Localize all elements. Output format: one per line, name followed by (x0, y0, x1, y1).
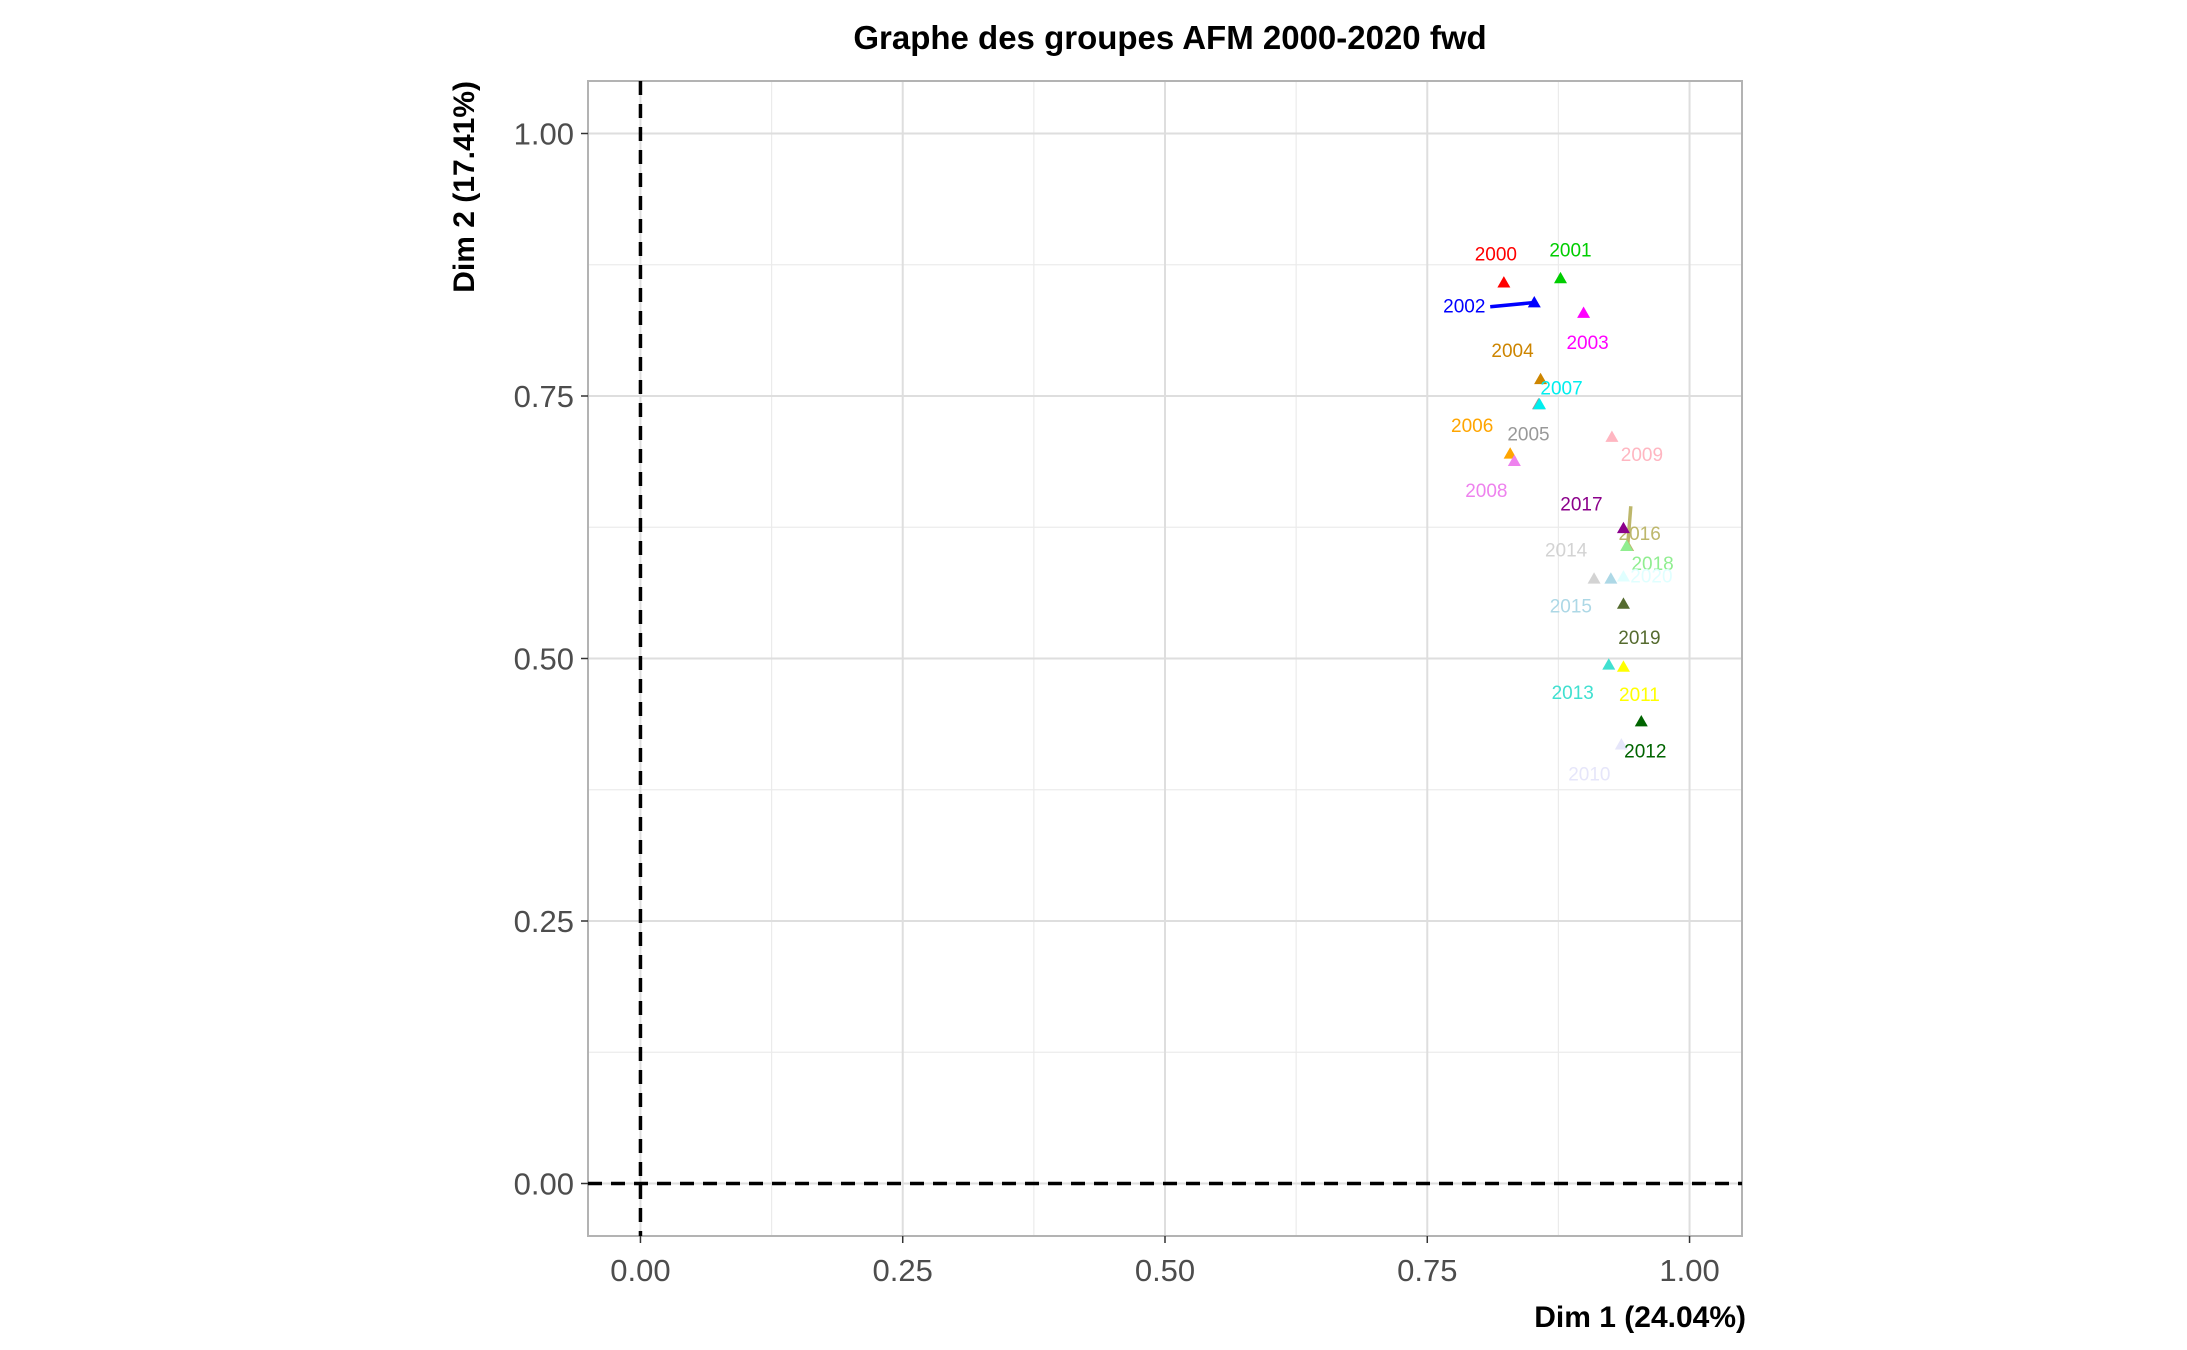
point-marker-2008 (1507, 454, 1521, 466)
point-marker-2002 (1527, 296, 1541, 308)
point-marker-2018 (1620, 539, 1634, 552)
x-tick-label: 0.25 (873, 1253, 933, 1288)
points-layer: 2000 2001 2002 2003 2004 2005 2006 2007 2008 2009… (1443, 240, 1674, 785)
point-label-2000: 2000 (1475, 245, 1517, 266)
point-segment-2016 (1625, 506, 1633, 547)
point-marker-2010 (1614, 738, 1628, 750)
point-label-2017: 2017 (1560, 494, 1602, 515)
y-tick-label: 1.00 (514, 117, 574, 152)
point-label-2007: 2007 (1540, 378, 1582, 399)
point-marker-2020 (1616, 570, 1630, 582)
y-axis-title: Dim 2 (17.41%) (448, 81, 481, 293)
y-tick-label: 0.75 (514, 379, 574, 414)
point-label-2018: 2018 (1631, 554, 1673, 575)
point-marker-2013 (1602, 658, 1616, 670)
point-marker-2012 (1634, 715, 1648, 727)
chart-title: Graphe des groupes AFM 2000-2020 fwd (853, 19, 1486, 56)
point-marker-2003 (1577, 306, 1591, 318)
point-label-2015: 2015 (1550, 597, 1592, 618)
x-tick-label: 1.00 (1659, 1253, 1719, 1288)
point-marker-2004 (1534, 372, 1548, 385)
point-label-2001: 2001 (1549, 240, 1591, 261)
point-label-2011: 2011 (1619, 685, 1660, 706)
point-label-2016: 2016 (1619, 524, 1661, 545)
y-tick-label: 0.00 (514, 1167, 574, 1202)
x-tick-label: 0.75 (1397, 1253, 1457, 1288)
point-label-2009: 2009 (1621, 445, 1663, 466)
point-marker-2015 (1604, 572, 1618, 584)
point-marker-2011 (1616, 660, 1630, 672)
point-marker-2001 (1554, 271, 1568, 284)
point-segment-2002 (1490, 300, 1535, 309)
point-label-2005: 2005 (1507, 424, 1549, 445)
point-marker-2007 (1533, 397, 1547, 410)
point-label-2020: 2020 (1630, 567, 1672, 588)
point-label-2019: 2019 (1618, 628, 1660, 649)
point-label-2002: 2002 (1443, 297, 1485, 318)
point-marker-2014 (1587, 572, 1601, 584)
x-tick-label: 0.00 (610, 1253, 670, 1288)
x-tick-label: 0.50 (1135, 1253, 1195, 1288)
point-label-2006: 2006 (1451, 416, 1493, 437)
x-axis-title: Dim 1 (24.04%) (1534, 1301, 1746, 1334)
point-label-2010: 2010 (1568, 765, 1610, 786)
point-label-2008: 2008 (1465, 481, 1507, 502)
y-tick-label: 0.50 (514, 642, 574, 677)
point-marker-2019 (1616, 597, 1630, 609)
point-label-2013: 2013 (1552, 683, 1594, 704)
y-tick-label: 0.25 (514, 904, 574, 939)
point-label-2014: 2014 (1545, 541, 1588, 562)
point-marker-2017 (1616, 521, 1630, 534)
point-label-2003: 2003 (1566, 333, 1608, 354)
point-marker-2009 (1605, 430, 1619, 442)
point-marker-2000 (1497, 276, 1511, 288)
point-label-2012: 2012 (1624, 742, 1666, 763)
point-marker-2006 (1503, 447, 1517, 459)
point-label-2004: 2004 (1491, 341, 1534, 362)
